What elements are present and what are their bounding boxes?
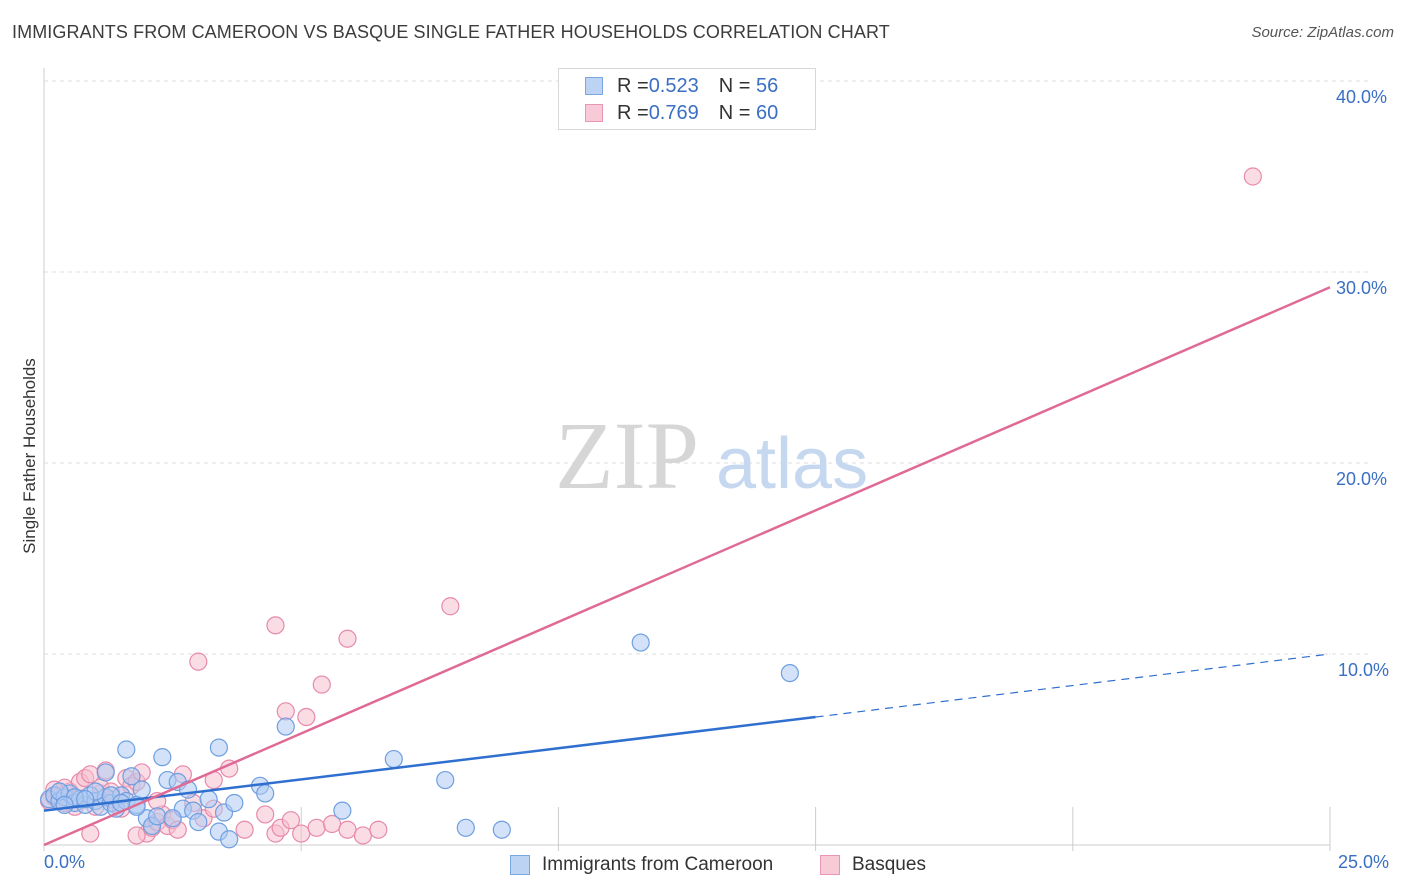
basques-point [307, 818, 326, 837]
cameroon-point [436, 770, 455, 790]
series-legend-cameroon: Immigrants from Cameroon [510, 852, 773, 878]
basques-point [1243, 167, 1262, 186]
cameroon-point [492, 820, 511, 839]
cameroon-point [780, 663, 799, 683]
y-tick-label-40: 40.0% [1336, 87, 1388, 107]
basques-point [369, 820, 388, 839]
basques-point [127, 826, 146, 845]
x-tick-label-min: 0.0% [44, 852, 86, 872]
cameroon-trend-extension [815, 653, 1331, 718]
y-tick-label-10: 10.0% [1338, 660, 1390, 680]
cameroon-point [631, 633, 650, 652]
basques-point [276, 702, 295, 721]
correlation-legend: R = 0.523 N = 56 R = 0.769 N = 60 [558, 68, 816, 130]
cameroon-point [148, 807, 167, 826]
watermark: ZIP atlas [555, 402, 868, 509]
grid-lines [43, 68, 1370, 851]
cameroon-point [220, 830, 239, 849]
basques-trend-line [43, 286, 1331, 847]
watermark-atlas: atlas [716, 424, 868, 504]
cameroon-point [384, 749, 403, 769]
legend-r-label: R = [617, 101, 649, 124]
basques-point [281, 811, 301, 830]
basques-point [235, 820, 254, 839]
cameroon-point [199, 790, 218, 809]
cameroon-trend-line [43, 715, 816, 812]
cameroon-point [256, 784, 275, 803]
legend-r-value: 0.523 [648, 74, 699, 97]
series-name-basques: Basques [852, 854, 926, 875]
basques-point [292, 824, 311, 843]
source-label: Source: ZipAtlas.com [1251, 24, 1394, 41]
basques-point [312, 675, 331, 694]
basques-point [266, 616, 285, 635]
legend-r-label: R = [617, 74, 649, 97]
legend-n-label: N = [718, 101, 756, 124]
legend-r-value: 0.769 [648, 101, 699, 124]
cameroon-point [276, 717, 295, 736]
basques-point [441, 597, 460, 616]
cameroon-point [209, 738, 228, 757]
basques-point [297, 707, 316, 727]
basques-point [189, 652, 208, 671]
y-tick-label-30: 30.0% [1336, 278, 1388, 298]
legend-row-cameroon: R = 0.523 N = 56 [585, 73, 778, 99]
legend-n-label: N = [718, 74, 756, 97]
cameroon-point [132, 780, 151, 799]
series-swatch-blue [510, 855, 530, 875]
watermark-zip: ZIP [555, 402, 699, 509]
trend-lines [43, 286, 1331, 847]
cameroon-point [153, 748, 172, 767]
cameroon-point [225, 793, 244, 813]
cameroon-point [163, 809, 182, 828]
chart-title: IMMIGRANTS FROM CAMEROON VS BASQUE SINGL… [12, 22, 890, 42]
legend-n-value: 56 [756, 74, 779, 97]
cameroon-point [76, 790, 95, 809]
y-tick-label-20: 20.0% [1336, 469, 1388, 489]
legend-swatch-blue [585, 77, 603, 95]
cameroon-point [122, 767, 141, 786]
basques-point [256, 805, 275, 824]
basques-point [338, 629, 357, 648]
basques-point [353, 826, 373, 845]
x-tick-label-max: 25.0% [1338, 852, 1390, 872]
series-name-cameroon: Immigrants from Cameroon [542, 854, 774, 875]
cameroon-point [55, 795, 74, 814]
cameroon-points [40, 633, 799, 849]
cameroon-point [189, 812, 208, 832]
series-legend-basques: Basques [820, 852, 926, 878]
cameroon-point [456, 818, 475, 837]
basques-point [338, 820, 357, 839]
cameroon-point [96, 763, 115, 782]
series-swatch-pink [820, 855, 840, 875]
cameroon-point [333, 801, 352, 820]
cameroon-point [117, 740, 136, 759]
legend-n-value: 60 [756, 101, 779, 124]
legend-row-basques: R = 0.769 N = 60 [585, 100, 778, 126]
legend-swatch-pink [585, 104, 603, 122]
